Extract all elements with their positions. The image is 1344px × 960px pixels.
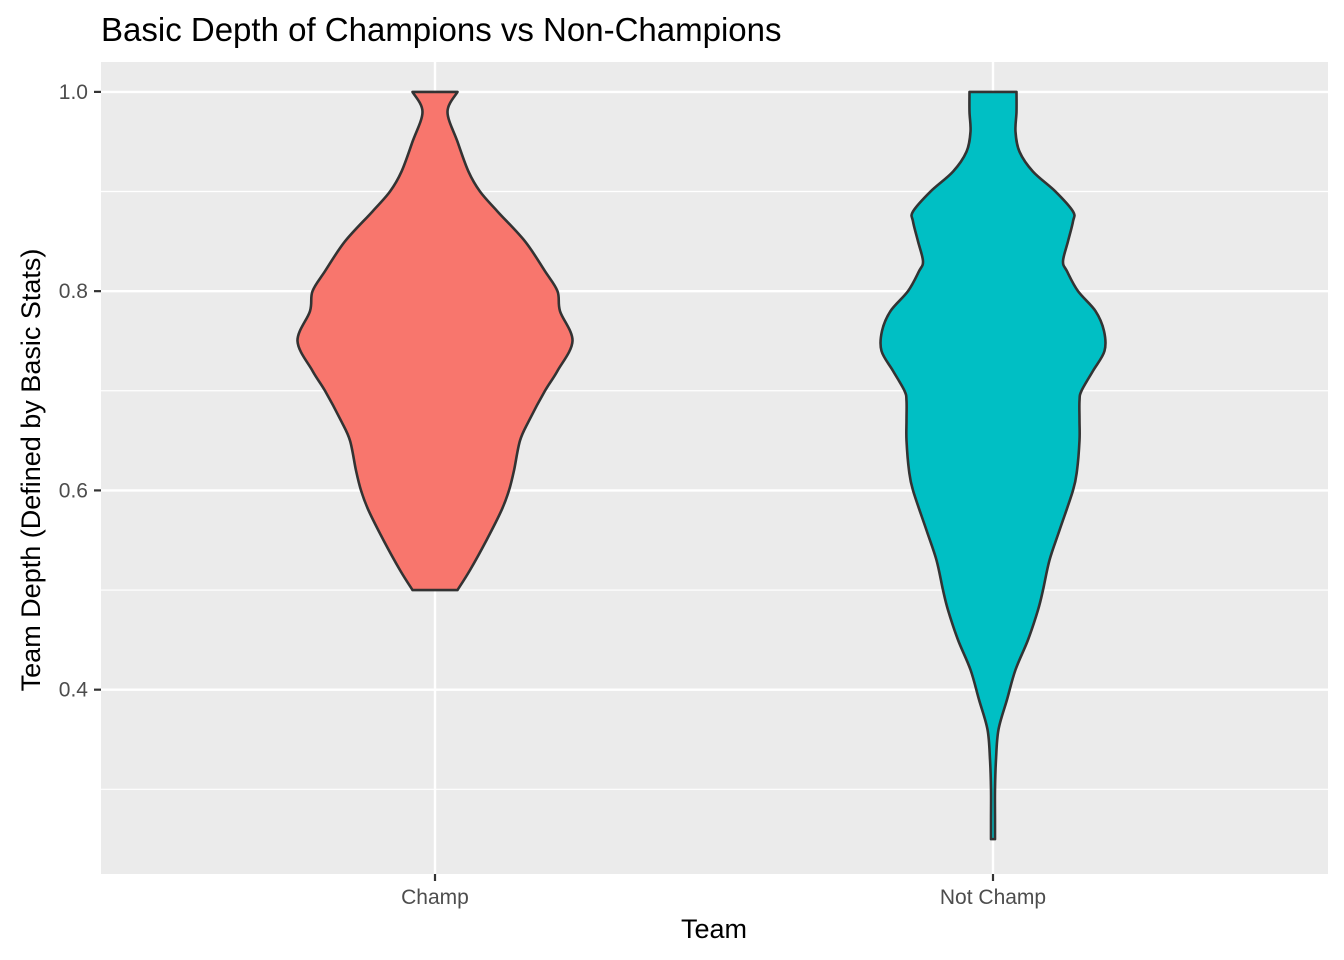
y-tick-label: 0.8 [59, 280, 88, 303]
axis-ticks [94, 90, 995, 881]
x-tick-label: Not Champ [940, 886, 1046, 909]
x-tick-labels: Champ Not Champ [401, 886, 1046, 909]
violin-champ [296, 90, 574, 592]
y-tick-label: 0.6 [59, 479, 88, 502]
y-tick-labels: 0.4 0.6 0.8 1.0 [59, 81, 89, 702]
x-axis-title: Team [681, 914, 747, 944]
y-tick-label: 0.4 [59, 679, 89, 702]
violins [296, 90, 1107, 841]
violin-not-champ [879, 90, 1107, 841]
y-tick-label: 1.0 [59, 81, 88, 104]
panel-background [101, 62, 1328, 874]
minor-gridlines [101, 190, 1328, 790]
y-axis-title: Team Depth (Defined by Basic Stats) [16, 249, 46, 692]
chart-title: Basic Depth of Champions vs Non-Champion… [101, 11, 781, 48]
x-tick-label: Champ [401, 886, 469, 909]
